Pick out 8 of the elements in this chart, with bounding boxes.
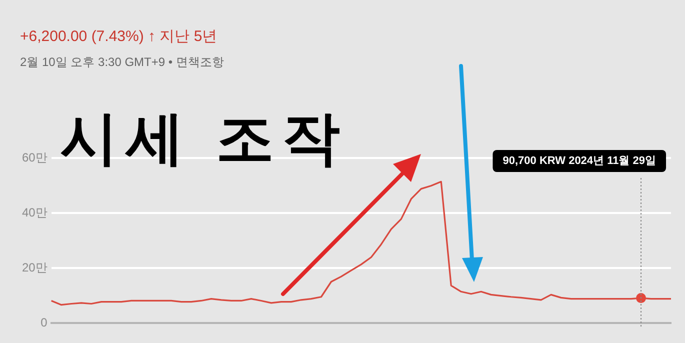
annotation: 90,700 KRW 2024년 11월 29일 (502, 155, 656, 168)
y-tick-label: 0 (40, 315, 48, 330)
y-tick-label: 20만 (22, 260, 48, 274)
chart-title: +6,200.00 (7.43%) ↑ 지난 5년 (20, 27, 218, 46)
y-tick-label: 40만 (22, 205, 48, 220)
annotation: 시세 조작 (60, 105, 348, 173)
y-tick-label: 60만 (22, 150, 48, 164)
chart-subtitle: 2월 10일 오후 3:30 GMT+9 • 면책조항 (20, 54, 224, 71)
